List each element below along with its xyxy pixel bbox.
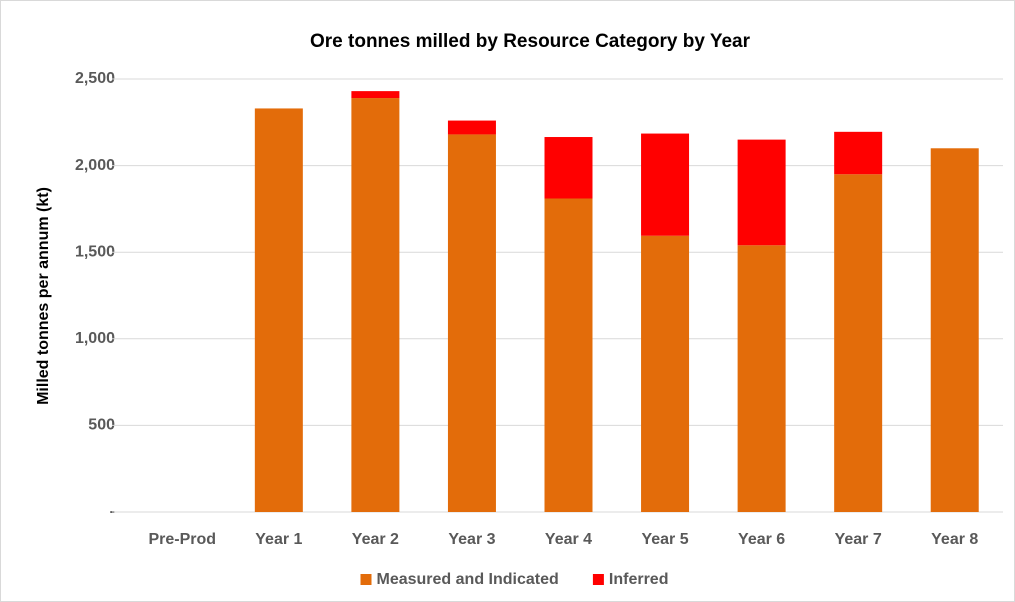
legend-label: Inferred — [609, 571, 669, 588]
legend-swatch — [360, 574, 372, 585]
bar-segment — [544, 198, 593, 512]
bar-segment — [737, 245, 786, 512]
bar-segment — [447, 120, 496, 135]
y-tick-label: 1,500 — [75, 243, 115, 260]
bar-segment — [737, 139, 786, 246]
y-tick-label: 500 — [88, 417, 115, 434]
legend-swatch — [592, 574, 604, 585]
bar-segment — [930, 148, 979, 512]
bar-segment — [834, 174, 883, 512]
x-tick-label: Year 8 — [931, 531, 978, 548]
bar-segment — [351, 98, 400, 512]
chart-title: Ore tonnes milled by Resource Category b… — [310, 31, 751, 52]
x-tick-label: Year 4 — [545, 531, 592, 548]
x-tick-label: Year 6 — [738, 531, 785, 548]
y-tick-label: 2,500 — [75, 70, 115, 87]
x-tick-label: Year 5 — [641, 531, 688, 548]
x-tick-label: Pre-Prod — [148, 531, 216, 548]
x-tick-label: Year 3 — [448, 531, 495, 548]
x-tick-label: Year 2 — [352, 531, 399, 548]
y-tick-label: 2,000 — [75, 157, 115, 174]
bar-segment — [447, 134, 496, 512]
bar-segment — [834, 131, 883, 175]
bar-segment — [254, 108, 303, 512]
y-tick-label: 1,000 — [75, 330, 115, 347]
x-tick-label: Year 1 — [255, 531, 302, 548]
bar-segment — [641, 235, 690, 512]
bar-segment — [641, 133, 690, 236]
bar-segment — [544, 137, 593, 199]
y-axis-label: Milled tonnes per annum (kt) — [35, 187, 52, 405]
bar-segment — [351, 91, 400, 99]
x-tick-label: Year 7 — [835, 531, 882, 548]
legend-label: Measured and Indicated — [377, 571, 559, 588]
